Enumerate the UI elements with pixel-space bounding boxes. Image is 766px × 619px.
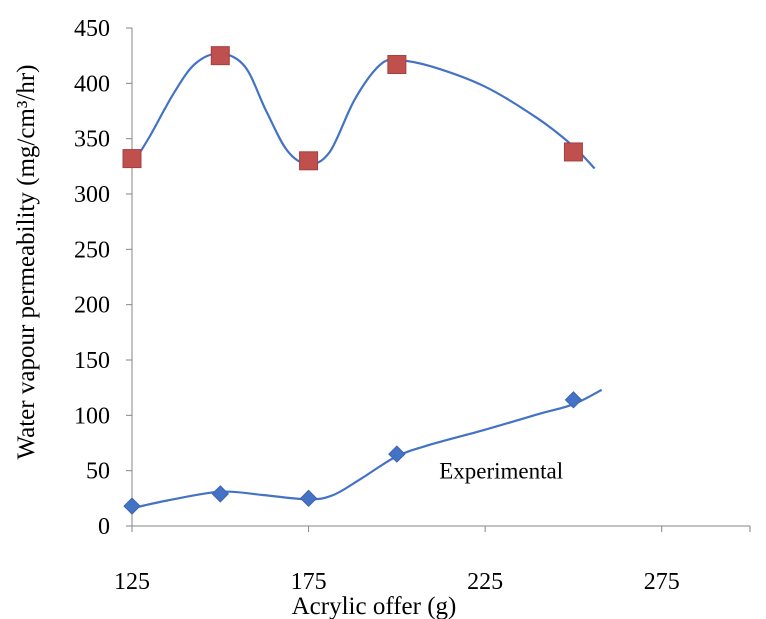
data-point-square	[210, 46, 230, 66]
x-tick-label: 175	[291, 569, 327, 595]
y-axis-title: Water vapour permeability (mg/cm³/hr)	[13, 65, 40, 460]
data-point-square	[299, 151, 319, 171]
x-tick-label: 225	[467, 569, 503, 595]
x-tick-label: 275	[644, 569, 680, 595]
data-point-diamond	[564, 391, 583, 409]
trendline-1	[131, 388, 603, 510]
y-tick-label: 300	[74, 182, 110, 208]
y-tick-label: 0	[98, 514, 110, 540]
y-tick-label: 200	[74, 293, 110, 319]
x-axis-title: Acrylic offer (g)	[292, 593, 457, 619]
annotation-label: Experimental	[439, 459, 563, 484]
data-markers	[122, 46, 583, 515]
data-point-square	[563, 142, 583, 162]
data-point-diamond	[388, 445, 406, 463]
y-tick-label: 50	[86, 459, 110, 485]
y-tick-label: 350	[74, 127, 110, 153]
y-tick-label: 250	[74, 237, 110, 263]
data-point-square	[122, 149, 142, 169]
data-point-diamond	[123, 497, 141, 515]
trendlines	[131, 52, 603, 510]
y-tick-label: 450	[74, 16, 110, 42]
axes	[126, 27, 751, 532]
y-tick-label: 400	[74, 71, 110, 97]
y-tick-label: 150	[74, 348, 110, 374]
labels: 0 50 100 150 200 250 300 350 400 450 125 175 225 275 E…	[74, 16, 680, 595]
trendline-2	[131, 52, 596, 170]
data-point-square	[387, 55, 407, 75]
x-tick-label: 125	[114, 569, 150, 595]
y-tick-label: 100	[74, 403, 110, 429]
data-point-diamond	[211, 485, 229, 503]
data-point-diamond	[299, 489, 318, 508]
